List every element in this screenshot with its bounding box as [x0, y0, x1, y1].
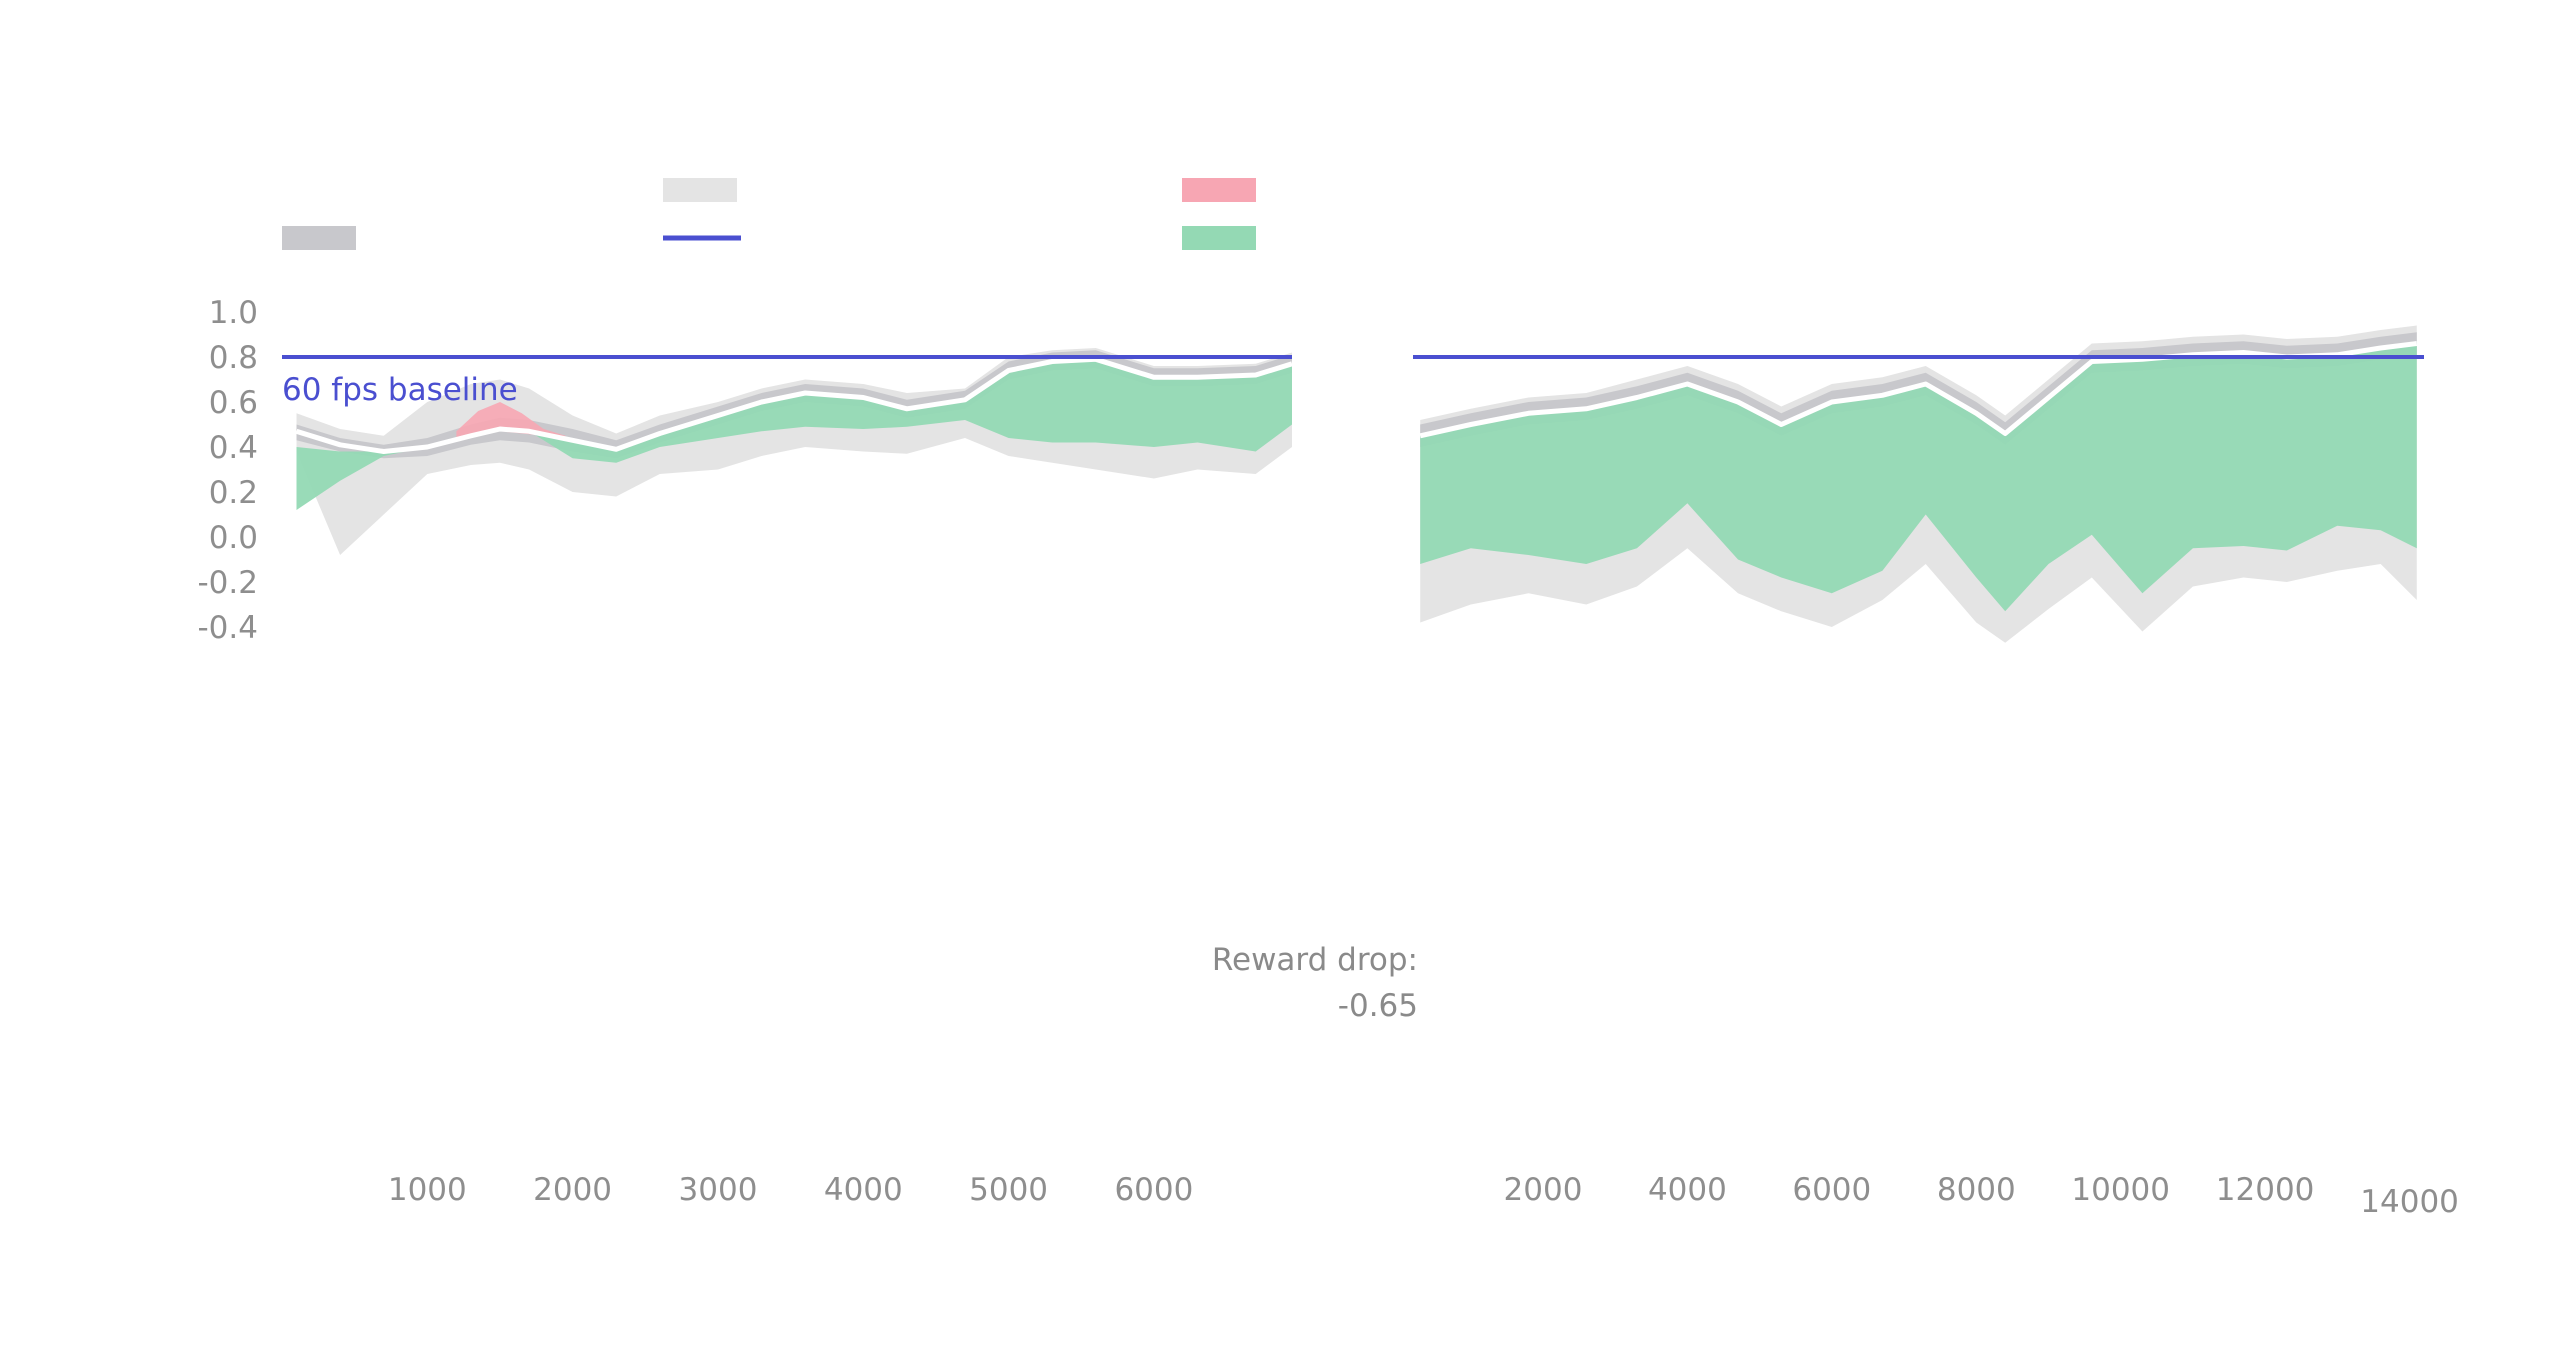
baseline-label: 60 fps baseline: [282, 372, 518, 408]
left-panel: 1000 2000 3000 4000 5000 6000 1.0 0.8 0.6 0.4 0.2 0…: [198, 295, 1293, 1208]
y-tick-label: 0.8: [209, 340, 258, 376]
mean-line: [295, 356, 1293, 454]
y-tick-label: 0.0: [209, 520, 258, 556]
regression-area: [456, 402, 566, 438]
x-tick-label: 6000: [1114, 1172, 1193, 1208]
x-tick-label: 10000: [2071, 1172, 2170, 1208]
x-tick-label: 12000: [2216, 1172, 2315, 1208]
y-tick-label: 0.4: [209, 430, 258, 466]
legend-swatch-band-dark: [282, 226, 356, 250]
y-tick-label: 0.6: [209, 385, 258, 421]
x-tick-label: 4000: [1648, 1172, 1727, 1208]
x-tick-label: 14000: [2360, 1184, 2459, 1220]
legend: [282, 178, 1256, 250]
mean-line: [1419, 341, 2418, 439]
y-tick-label: -0.4: [198, 610, 259, 646]
x-tick-label: 4000: [824, 1172, 903, 1208]
x-tick-label: 3000: [679, 1172, 758, 1208]
x-tick-label: 1000: [388, 1172, 467, 1208]
legend-swatch-improvement: [1182, 226, 1256, 250]
improvement-area: [296, 359, 1292, 510]
x-tick-label: 2000: [1504, 1172, 1583, 1208]
x-tick-label: 8000: [1937, 1172, 2016, 1208]
reward-drop-value: -0.65: [1338, 988, 1418, 1024]
y-tick-label: 0.2: [209, 475, 258, 511]
reward-inline-label: Rewa: [1198, 562, 1276, 596]
x-tick-label: 6000: [1792, 1172, 1871, 1208]
x-tick-label: 2000: [533, 1172, 612, 1208]
improvement-area: [1420, 343, 2417, 612]
legend-swatch-band-light: [663, 178, 737, 202]
y-tick-label: 1.0: [209, 295, 258, 331]
legend-swatch-regression: [1182, 178, 1256, 202]
right-panel: 2000 4000 6000 8000 10000 12000 14000: [1413, 325, 2459, 1220]
y-tick-label: -0.2: [198, 565, 259, 601]
reward-drop-label: Reward drop:: [1212, 942, 1418, 978]
x-tick-label: 5000: [969, 1172, 1048, 1208]
